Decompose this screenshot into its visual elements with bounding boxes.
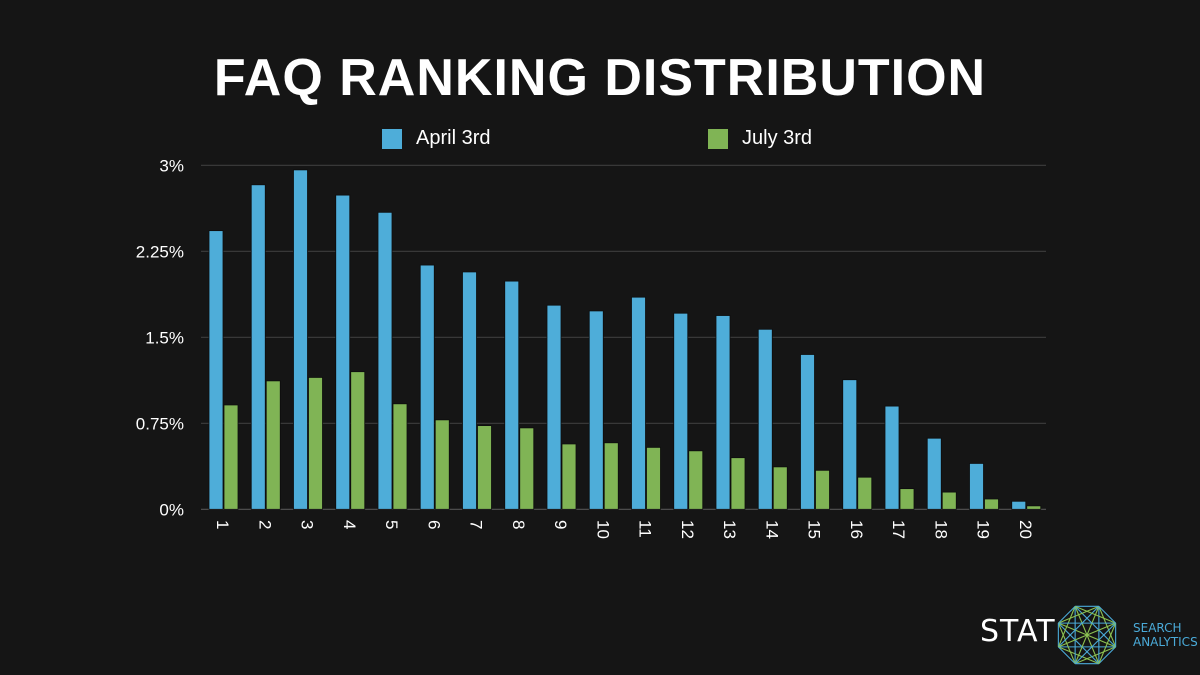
x-tick-label: 5 xyxy=(382,520,401,529)
bar-july-14 xyxy=(772,466,788,510)
logo-polygon-icon xyxy=(1057,605,1117,665)
x-tick-label: 18 xyxy=(931,520,950,539)
bar-april-7 xyxy=(462,271,477,510)
bar-april-8 xyxy=(504,280,520,510)
stat-logo: STAT SEARCH ANALYTICS xyxy=(980,600,1200,670)
x-tick-label: 1 xyxy=(213,520,232,529)
y-tick-label: 0% xyxy=(159,500,184,519)
y-tick-label: 0.75% xyxy=(136,414,184,433)
bar-july-18 xyxy=(941,491,957,510)
logo-subtitle: SEARCH ANALYTICS xyxy=(1133,621,1198,649)
bar-april-11 xyxy=(631,296,646,510)
legend-label-july: July 3rd xyxy=(742,127,813,149)
legend-label-april: April 3rd xyxy=(416,127,491,149)
x-tick-label: 16 xyxy=(847,520,866,539)
bar-july-6 xyxy=(434,419,450,510)
bar-april-9 xyxy=(546,304,562,510)
logo-subtitle-line2: ANALYTICS xyxy=(1133,635,1198,649)
bar-april-17 xyxy=(884,405,900,510)
bar-july-4 xyxy=(350,371,366,510)
legend-swatch-july xyxy=(708,128,728,149)
bar-july-9 xyxy=(561,443,577,510)
x-tick-label: 13 xyxy=(720,520,739,539)
bar-july-10 xyxy=(603,442,619,510)
bar-april-6 xyxy=(419,264,435,510)
bar-april-16 xyxy=(842,379,858,510)
y-tick-label: 3% xyxy=(159,156,184,175)
logo-text: STAT xyxy=(980,614,1056,649)
x-tick-label: 2 xyxy=(255,520,274,529)
bar-april-1 xyxy=(208,230,224,510)
bar-july-5 xyxy=(392,403,408,510)
bar-april-12 xyxy=(673,312,689,510)
x-tick-label: 10 xyxy=(593,520,612,539)
x-tick-label: 7 xyxy=(467,520,486,529)
x-tick-label: 19 xyxy=(974,520,993,539)
bar-april-13 xyxy=(715,315,731,510)
y-tick-label: 2.25% xyxy=(136,242,184,261)
bar-april-19 xyxy=(969,463,984,510)
bar-july-15 xyxy=(815,469,830,510)
bar-july-7 xyxy=(477,425,492,510)
bar-july-8 xyxy=(519,427,535,510)
y-tick-label: 1.5% xyxy=(145,328,184,347)
bar-april-20 xyxy=(1011,500,1027,510)
bar-april-10 xyxy=(588,310,604,510)
x-tick-label: 12 xyxy=(678,520,697,539)
bar-july-19 xyxy=(984,498,999,510)
bar-july-11 xyxy=(646,446,661,510)
legend-item-july: July 3rd xyxy=(708,127,812,150)
bar-july-17 xyxy=(899,488,915,510)
x-tick-label: 17 xyxy=(889,520,908,539)
bar-july-12 xyxy=(688,450,704,510)
x-tick-label: 15 xyxy=(805,520,824,539)
bar-july-1 xyxy=(223,404,239,510)
bar-april-18 xyxy=(926,437,942,510)
x-tick-label: 3 xyxy=(298,520,317,529)
bar-april-2 xyxy=(250,184,266,510)
bar-april-3 xyxy=(293,169,308,510)
bar-april-15 xyxy=(800,354,815,510)
bar-july-3 xyxy=(308,377,323,510)
legend-item-april: April 3rd xyxy=(382,127,490,150)
legend-swatch-april xyxy=(382,128,402,149)
x-tick-label: 9 xyxy=(551,520,570,529)
bar-april-14 xyxy=(757,328,773,510)
bar-july-2 xyxy=(265,380,281,510)
bar-july-20 xyxy=(1026,505,1042,510)
x-tick-label: 4 xyxy=(340,520,359,529)
x-tick-label: 14 xyxy=(762,520,781,539)
chart-title: FAQ RANKING DISTRIBUTION xyxy=(213,49,987,107)
x-tick-label: 6 xyxy=(424,520,443,529)
bar-april-5 xyxy=(377,211,393,510)
bar-april-4 xyxy=(335,194,351,510)
x-tick-label: 8 xyxy=(509,520,528,529)
bar-july-16 xyxy=(857,476,873,510)
bar-july-13 xyxy=(730,457,746,510)
x-tick-label: 11 xyxy=(636,520,655,538)
logo-subtitle-line1: SEARCH xyxy=(1133,621,1182,635)
x-tick-label: 20 xyxy=(1016,520,1035,539)
